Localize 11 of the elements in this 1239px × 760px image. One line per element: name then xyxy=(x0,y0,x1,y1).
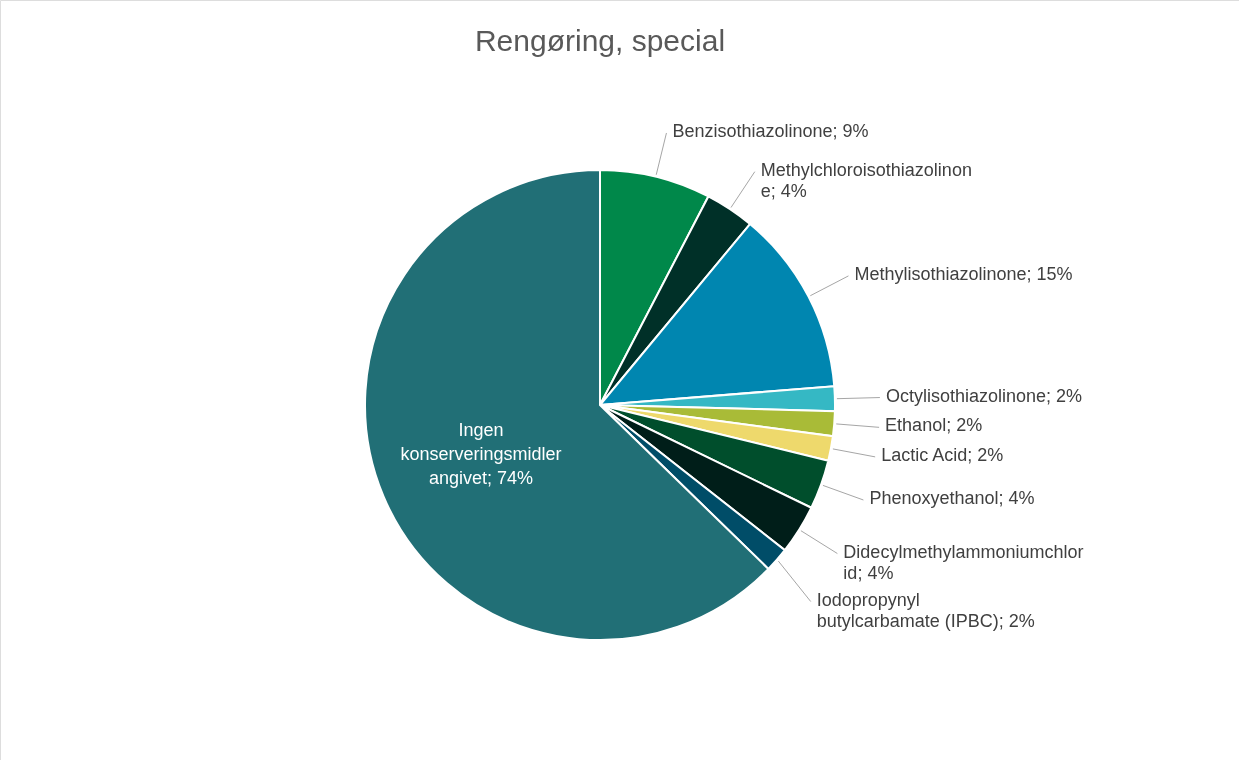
slice-label: Didecylmethylammoniumchlorid; 4% xyxy=(843,541,1084,583)
slice-label: Benzisothiazolinone; 9% xyxy=(672,121,869,141)
slice-label: Methylchloroisothiazolinone; 4% xyxy=(760,159,972,201)
slice-label: Phenoxyethanol; 4% xyxy=(869,487,1035,508)
slice-label: Ingen konserveringsmidler angivet; 74% xyxy=(400,420,562,489)
slice-label: Methylisothiazolinone; 15% xyxy=(854,263,1073,284)
slice-label: Lactic Acid; 2% xyxy=(881,444,1004,465)
slice-label: Iodopropynyl butylcarbamate (IPBC); 2% xyxy=(816,589,1035,631)
chart-title: Rengøring, special xyxy=(474,24,726,57)
slice-label: Ethanol; 2% xyxy=(885,415,983,436)
slice-label: Octylisothiazolinone; 2% xyxy=(885,385,1083,406)
